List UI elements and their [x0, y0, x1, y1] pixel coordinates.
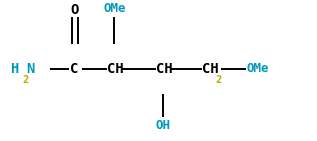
Text: OMe: OMe [246, 62, 269, 75]
Text: C: C [70, 62, 79, 76]
Text: CH: CH [156, 62, 173, 76]
Text: 2: 2 [215, 75, 222, 85]
Text: H: H [10, 62, 18, 76]
Text: OH: OH [156, 119, 171, 132]
Text: O: O [71, 3, 79, 17]
Text: CH: CH [202, 62, 218, 76]
Text: N: N [27, 62, 35, 76]
Text: 2: 2 [22, 75, 29, 85]
Text: CH: CH [107, 62, 124, 76]
Text: OMe: OMe [103, 2, 126, 15]
